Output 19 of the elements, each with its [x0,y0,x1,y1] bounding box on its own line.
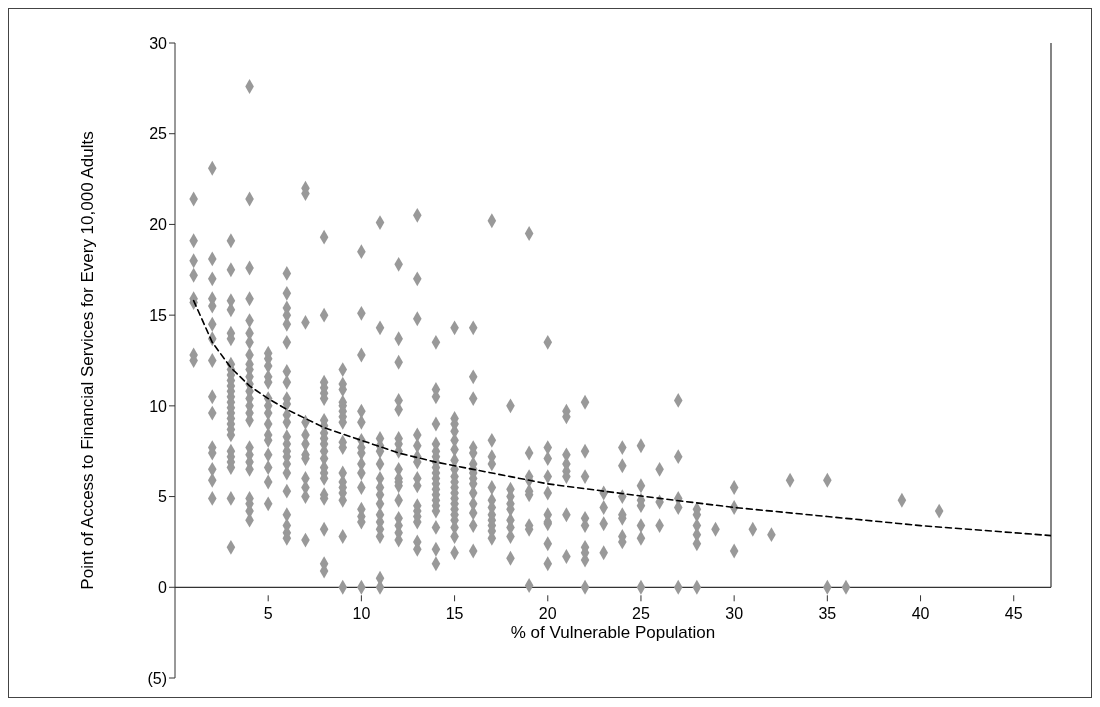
y-tick-label: (5) [147,669,167,687]
y-tick-label: 5 [158,488,168,506]
x-tick-label: 35 [818,605,837,623]
x-tick-label: 10 [352,605,371,623]
x-tick-label: 40 [911,605,930,623]
x-axis-title: % of Vulnerable Population [509,623,717,644]
y-tick-label: 30 [149,34,168,52]
y-tick-label: 20 [149,216,168,234]
y-tick-label: 0 [158,578,168,596]
y-tick-label: 15 [149,306,168,324]
x-tick-label: 45 [1004,605,1023,623]
x-tick-label: 30 [725,605,744,623]
y-tick-label: 10 [149,397,168,415]
x-tick-label: 15 [445,605,464,623]
y-tick-label: 25 [149,125,168,143]
x-tick-label: 5 [263,605,273,623]
x-tick-label: 20 [538,605,557,623]
y-axis-title: Point of Access to Financial Services for Every 10,000 Adults [78,131,98,590]
x-tick-label: 25 [632,605,650,623]
